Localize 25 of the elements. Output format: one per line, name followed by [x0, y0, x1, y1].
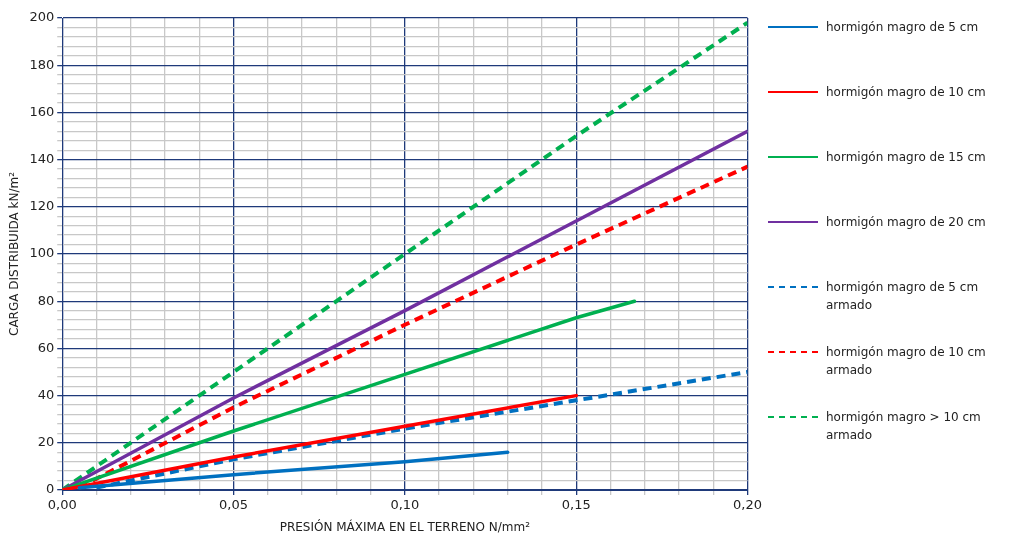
- y-tick-label: 180: [29, 56, 55, 72]
- x-tick-label: 0,00: [47, 497, 77, 513]
- y-tick-label: 80: [37, 292, 55, 308]
- x-tick-label: 0,05: [219, 497, 249, 513]
- legend-label: hormigón magro de 10 cm armado: [826, 344, 987, 379]
- x-axis-title: PRESIÓN MÁXIMA EN EL TERRENO N/mm²: [279, 518, 531, 534]
- y-tick-label: 40: [37, 386, 55, 402]
- y-tick-label: 120: [29, 198, 55, 214]
- y-tick-label: 60: [37, 339, 55, 355]
- y-axis-title: CARGA DISTRIBUIDA kN/m²: [7, 171, 22, 336]
- legend-label: hormigón magro de 15 cm: [826, 149, 987, 166]
- legend-label: hormigón magro de 5 cm: [826, 19, 980, 36]
- legend-label: hormigón magro de 10 cm: [826, 84, 987, 101]
- legend-label: hormigón magro de 5 cm armado: [826, 279, 980, 314]
- y-tick-label: 140: [29, 150, 55, 166]
- y-tick-label: 20: [37, 434, 55, 450]
- x-tick-label: 0,15: [561, 497, 591, 513]
- y-tick-label: 100: [29, 245, 55, 261]
- y-tick-label: 160: [29, 103, 55, 119]
- legend-label: hormigón magro de 20 cm: [826, 214, 987, 231]
- x-tick-label: 0,10: [390, 497, 420, 513]
- x-tick-label: 0,20: [733, 497, 762, 513]
- y-tick-label: 0: [45, 481, 55, 497]
- y-tick-label: 200: [29, 9, 55, 25]
- legend-label: hormigón magro > 10 cm armado: [826, 409, 982, 444]
